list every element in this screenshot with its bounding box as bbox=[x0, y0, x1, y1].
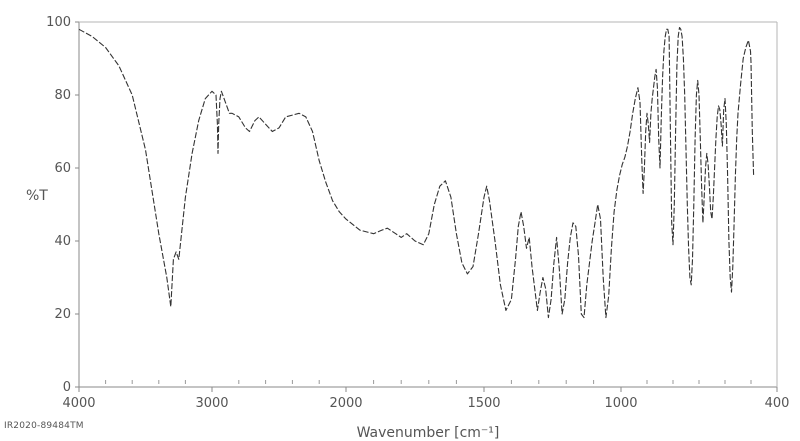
x-tick-label: 1500 bbox=[467, 396, 500, 411]
y-axis-ticks: 0 20 40 60 80 100 bbox=[46, 15, 79, 395]
x-axis-label: Wavenumber [cm⁻¹] bbox=[357, 425, 500, 441]
y-tick-label: 0 bbox=[63, 380, 71, 395]
y-axis-label: %T bbox=[26, 188, 48, 204]
y-tick-label: 20 bbox=[54, 307, 71, 322]
x-tick-label: 3000 bbox=[195, 396, 228, 411]
x-axis-ticks: 4000 3000 2000 1500 1000 400 bbox=[62, 387, 789, 411]
x-tick-label: 1000 bbox=[604, 396, 637, 411]
x-axis-minor-ticks bbox=[105, 380, 752, 384]
x-tick-label: 4000 bbox=[62, 396, 95, 411]
spectrum-id-label: IR2020-89484TM bbox=[4, 421, 84, 431]
y-tick-label: 60 bbox=[54, 161, 71, 176]
y-tick-label: 100 bbox=[46, 15, 71, 30]
x-tick-label: 2000 bbox=[329, 396, 362, 411]
y-tick-label: 40 bbox=[54, 234, 71, 249]
x-tick-label: 400 bbox=[765, 396, 790, 411]
y-tick-label: 80 bbox=[54, 88, 71, 103]
spectrum-series-line bbox=[78, 26, 755, 319]
plot-frame bbox=[78, 21, 778, 388]
